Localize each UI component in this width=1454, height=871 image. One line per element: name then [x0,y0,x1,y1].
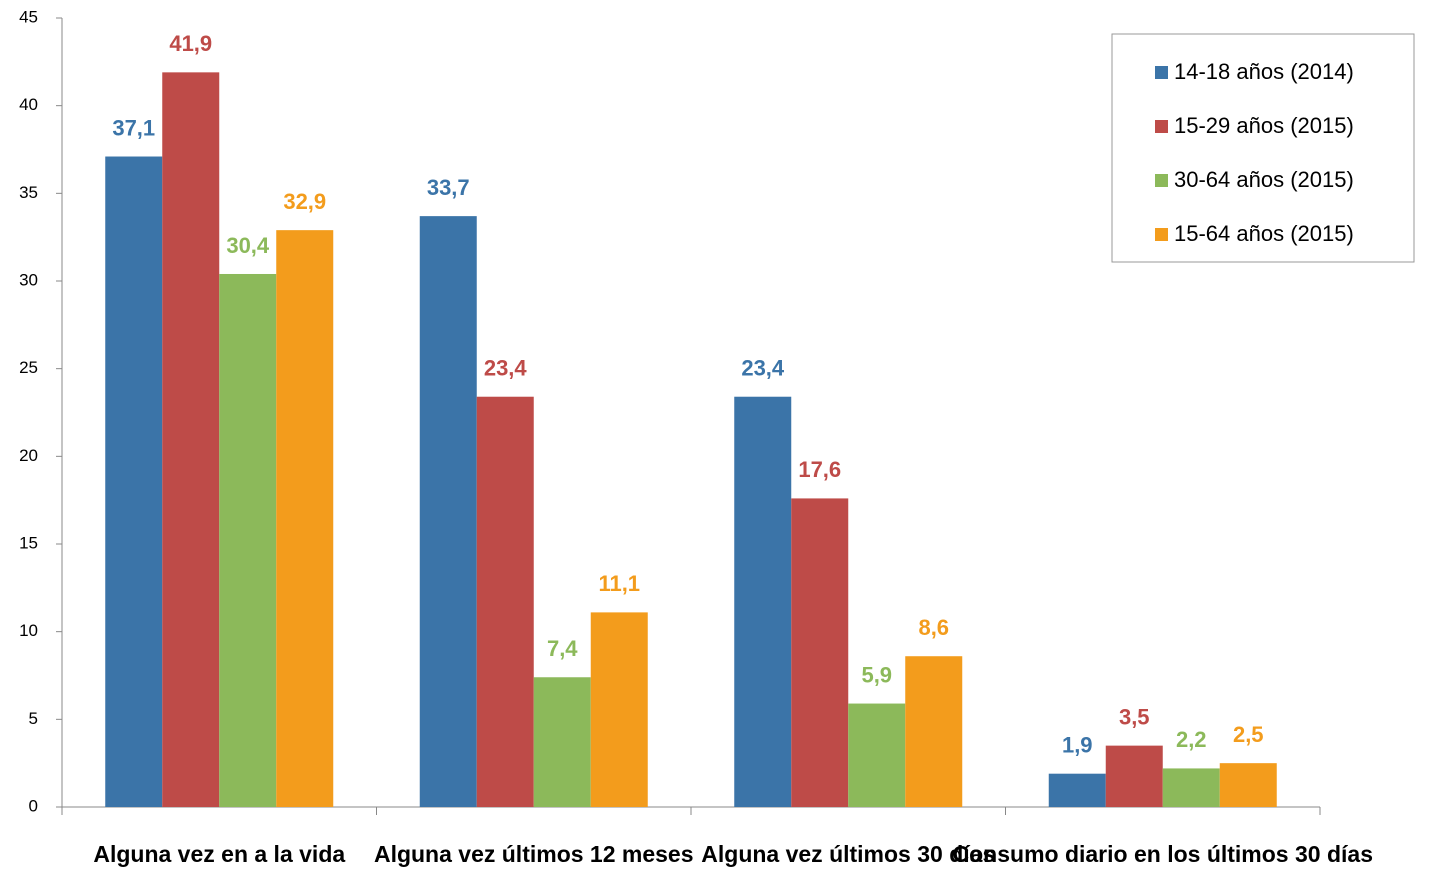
y-tick-label: 30 [19,270,38,289]
legend-label: 30-64 años (2015) [1174,167,1354,192]
bar [734,396,792,807]
x-tick-label: Consumo diario en los últimos 30 días [953,841,1373,867]
legend-swatch [1155,228,1168,241]
legend-label: 15-64 años (2015) [1174,221,1354,246]
x-tick-label: Alguna vez últimos 30 días [701,841,995,867]
y-tick-label: 5 [29,709,38,728]
bar [1162,768,1220,807]
y-tick-label: 0 [29,796,38,815]
bar [1048,773,1106,807]
bar [791,498,849,807]
value-label: 33,7 [427,175,470,200]
bar [848,703,906,807]
y-tick-label: 15 [19,533,38,552]
y-tick-label: 35 [19,183,38,202]
value-label: 2,2 [1176,727,1207,752]
value-label: 30,4 [226,233,270,258]
value-label: 23,4 [741,356,785,381]
bar [105,156,163,808]
value-label: 37,1 [112,115,155,140]
value-label: 17,6 [798,457,841,482]
y-tick-label: 25 [19,358,38,377]
bar [1105,745,1163,807]
legend-swatch [1155,66,1168,79]
value-label: 8,6 [918,615,949,640]
bar [219,273,277,807]
bar [419,216,477,808]
value-label: 1,9 [1062,732,1093,757]
y-tick-label: 40 [19,95,38,114]
value-label: 3,5 [1119,704,1150,729]
value-label: 7,4 [547,636,578,661]
y-tick-label: 45 [19,7,38,26]
bar [476,396,534,807]
value-label: 32,9 [283,189,326,214]
bar [1219,763,1277,807]
value-label: 5,9 [861,662,892,687]
bar [905,656,963,807]
bar [590,612,648,807]
x-tick-label: Alguna vez últimos 12 meses [374,841,694,867]
legend-label: 15-29 años (2015) [1174,113,1354,138]
bar [533,677,591,807]
value-label: 2,5 [1233,722,1264,747]
value-label: 41,9 [169,31,212,56]
legend-swatch [1155,174,1168,187]
value-label: 11,1 [598,571,640,596]
legend-label: 14-18 años (2014) [1174,59,1354,84]
bar [162,72,220,807]
y-tick-label: 10 [19,621,38,640]
y-tick-label: 20 [19,446,38,465]
x-tick-label: Alguna vez en a la vida [93,841,345,867]
legend-swatch [1155,120,1168,133]
value-label: 23,4 [484,356,528,381]
bar [276,230,334,808]
